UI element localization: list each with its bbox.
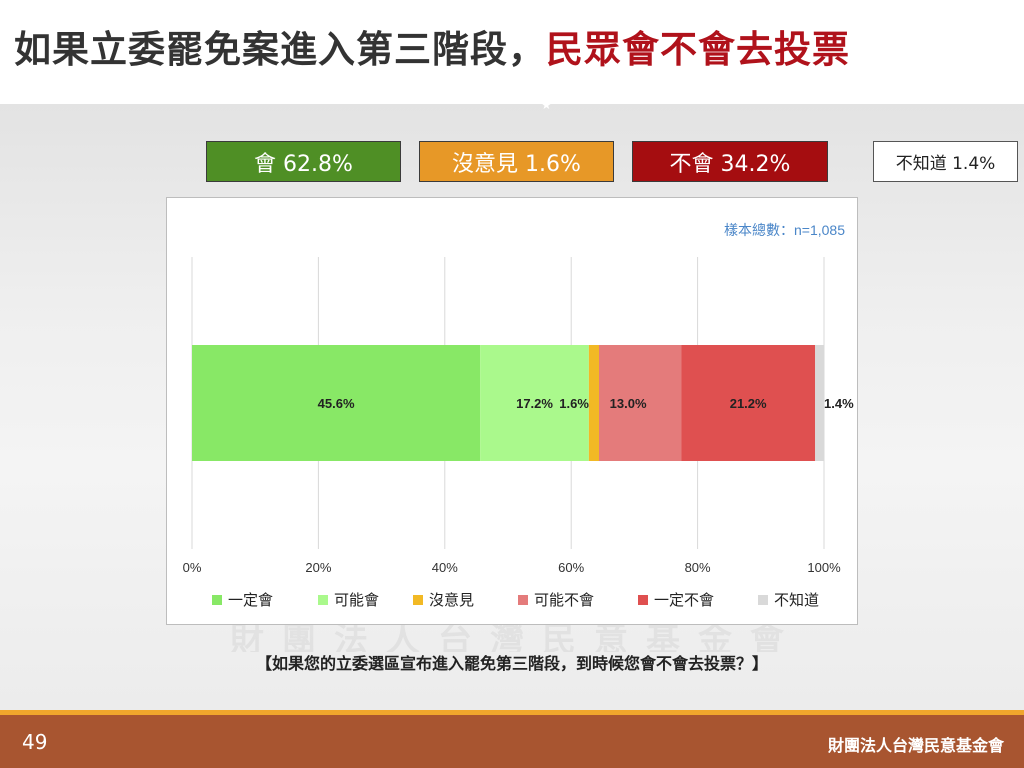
summary-dont-know: 不知道 1.4% — [873, 141, 1018, 182]
summary-yes: 會 62.8% — [206, 141, 401, 182]
legend-label: 一定不會 — [654, 592, 714, 609]
legend-label: 沒意見 — [429, 591, 474, 609]
summary-no-opinion: 沒意見 1.6% — [419, 141, 614, 182]
page-number: 49 — [22, 730, 48, 754]
bar-segment — [599, 345, 682, 461]
summary-no: 不會 34.2% — [632, 141, 828, 182]
bar-segment — [588, 345, 600, 461]
bar-segment — [480, 345, 589, 461]
data-label: 45.6% — [318, 396, 355, 411]
organization-name: 財團法人台灣民意基金會 — [827, 736, 1004, 755]
x-tick-label: 100% — [807, 560, 841, 575]
bar-segment — [815, 345, 824, 461]
data-label: 21.2% — [730, 396, 767, 411]
data-label: 1.6% — [559, 396, 589, 411]
legend-swatch — [318, 595, 328, 605]
sample-size-note: 樣本總數：n=1,085 — [724, 222, 845, 238]
data-label: 13.0% — [610, 396, 647, 411]
page-title: 如果立委罷免案進入第三階段，民眾會不會去投票 — [14, 24, 850, 76]
legend-swatch — [212, 595, 222, 605]
footer-stripe — [0, 710, 1024, 715]
legend-swatch — [758, 595, 768, 605]
x-tick-label: 80% — [685, 560, 711, 575]
legend-label: 可能不會 — [534, 592, 594, 609]
star-icon: ★ — [541, 98, 552, 112]
title-main: 如果立委罷免案進入第三階段 — [14, 28, 508, 71]
legend-label: 不知道 — [774, 592, 819, 609]
title-bar: 如果立委罷免案進入第三階段，民眾會不會去投票 — [0, 0, 1024, 104]
legend-swatch — [518, 595, 528, 605]
stacked-bar-chart: 樣本總數：n=1,085 0% 20% 40% 60% 80% 100% 45.6% 17.2%… — [183, 222, 854, 609]
x-tick-label: 0% — [183, 560, 202, 575]
legend-swatch — [638, 595, 648, 605]
x-tick-label: 20% — [305, 560, 331, 575]
x-tick-label: 40% — [432, 560, 458, 575]
legend-label: 一定會 — [228, 592, 273, 609]
footer: 49 財團法人台灣民意基金會 — [0, 715, 1024, 768]
legend-swatch — [413, 595, 423, 605]
title-separator: ， — [508, 28, 546, 71]
background-watermark: 財團法人台灣民意基金會 — [230, 620, 802, 652]
bar-segment — [192, 345, 481, 461]
title-highlight: 民眾會不會去投票 — [546, 28, 850, 71]
data-label: 17.2% — [516, 396, 553, 411]
x-tick-label: 60% — [558, 560, 584, 575]
data-label: 1.4% — [824, 396, 854, 411]
survey-question: 【如果您的立委選區宣布進入罷免第三階段，到時候您會不會去投票？】 — [255, 654, 768, 673]
legend-label: 可能會 — [334, 592, 379, 609]
bar-segment — [681, 345, 816, 461]
